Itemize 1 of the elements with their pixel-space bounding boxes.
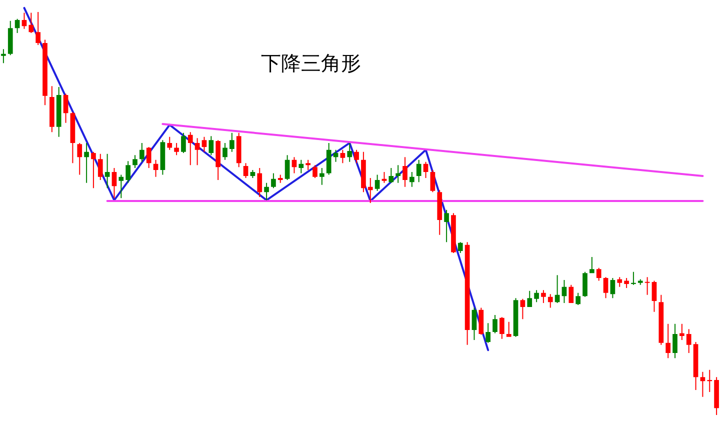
title: 下降三角形 — [261, 51, 361, 75]
